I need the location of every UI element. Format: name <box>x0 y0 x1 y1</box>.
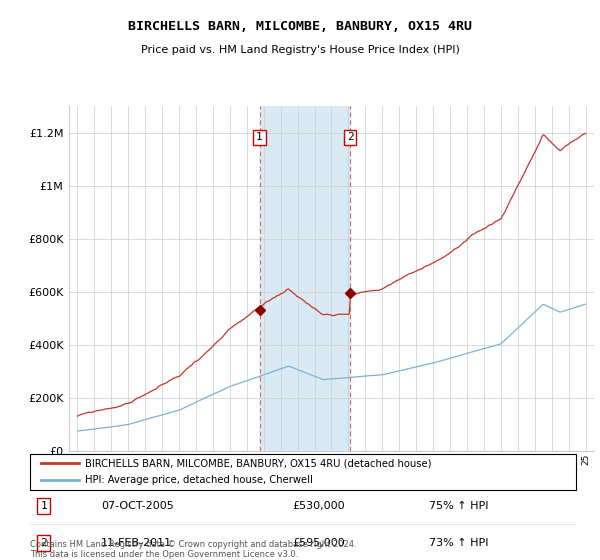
Text: HPI: Average price, detached house, Cherwell: HPI: Average price, detached house, Cher… <box>85 475 313 485</box>
Text: BIRCHELLS BARN, MILCOMBE, BANBURY, OX15 4RU: BIRCHELLS BARN, MILCOMBE, BANBURY, OX15 … <box>128 20 472 32</box>
Text: Contains HM Land Registry data © Crown copyright and database right 2024.
This d: Contains HM Land Registry data © Crown c… <box>30 540 356 559</box>
Text: BIRCHELLS BARN, MILCOMBE, BANBURY, OX15 4RU (detached house): BIRCHELLS BARN, MILCOMBE, BANBURY, OX15 … <box>85 459 431 468</box>
Text: £530,000: £530,000 <box>292 501 345 511</box>
Text: 73% ↑ HPI: 73% ↑ HPI <box>428 538 488 548</box>
Text: 75% ↑ HPI: 75% ↑ HPI <box>428 501 488 511</box>
Text: 11-FEB-2011: 11-FEB-2011 <box>101 538 172 548</box>
Text: 2: 2 <box>40 538 47 548</box>
Text: 2: 2 <box>347 132 353 142</box>
Text: Price paid vs. HM Land Registry's House Price Index (HPI): Price paid vs. HM Land Registry's House … <box>140 45 460 55</box>
Text: £595,000: £595,000 <box>292 538 345 548</box>
Text: 1: 1 <box>40 501 47 511</box>
Text: 07-OCT-2005: 07-OCT-2005 <box>101 501 174 511</box>
Text: 1: 1 <box>256 132 263 142</box>
Bar <box>260 106 350 451</box>
